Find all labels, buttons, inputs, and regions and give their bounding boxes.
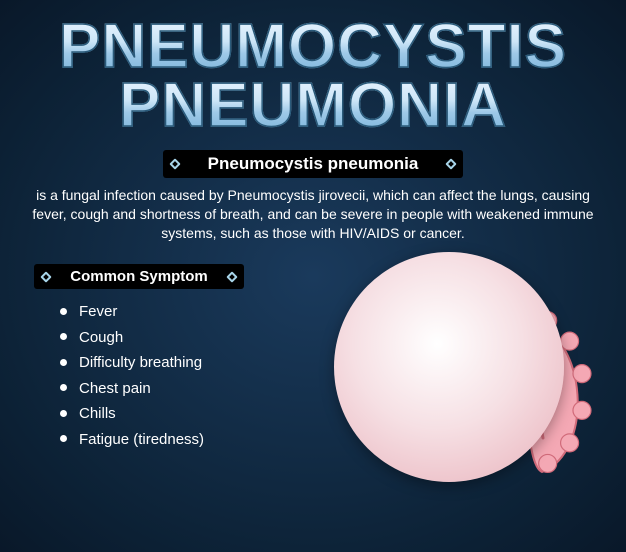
list-item: Chest pain [60, 376, 300, 402]
diagram-background-circle [334, 252, 564, 482]
list-item: Fatigue (tiredness) [60, 427, 300, 453]
title-line-2: PNEUMONIA [0, 77, 626, 136]
symptom-pill-label: Common Symptom [70, 268, 208, 285]
symptom-list: Fever Cough Difficulty breathing Chest p… [0, 299, 300, 452]
list-item: Fever [60, 299, 300, 325]
symptoms-block: Common Symptom Fever Cough Difficulty br… [0, 248, 300, 452]
main-title: PNEUMOCYSTIS PNEUMONIA [0, 0, 626, 136]
pill-dot-icon [445, 158, 456, 169]
header-pill-label: Pneumocystis pneumonia [208, 154, 419, 174]
lungs-diagram [304, 240, 594, 500]
pill-dot-icon [169, 158, 180, 169]
symptom-pill: Common Symptom [34, 264, 244, 289]
list-item: Chills [60, 401, 300, 427]
lower-section: Common Symptom Fever Cough Difficulty br… [0, 248, 626, 452]
title-line-1: PNEUMOCYSTIS [0, 18, 626, 77]
pill-dot-icon [40, 271, 51, 282]
list-item: Difficulty breathing [60, 350, 300, 376]
list-item: Cough [60, 325, 300, 351]
pill-dot-icon [226, 271, 237, 282]
header-pill: Pneumocystis pneumonia [163, 150, 463, 178]
description-text: is a fungal infection caused by Pneumocy… [0, 186, 626, 243]
